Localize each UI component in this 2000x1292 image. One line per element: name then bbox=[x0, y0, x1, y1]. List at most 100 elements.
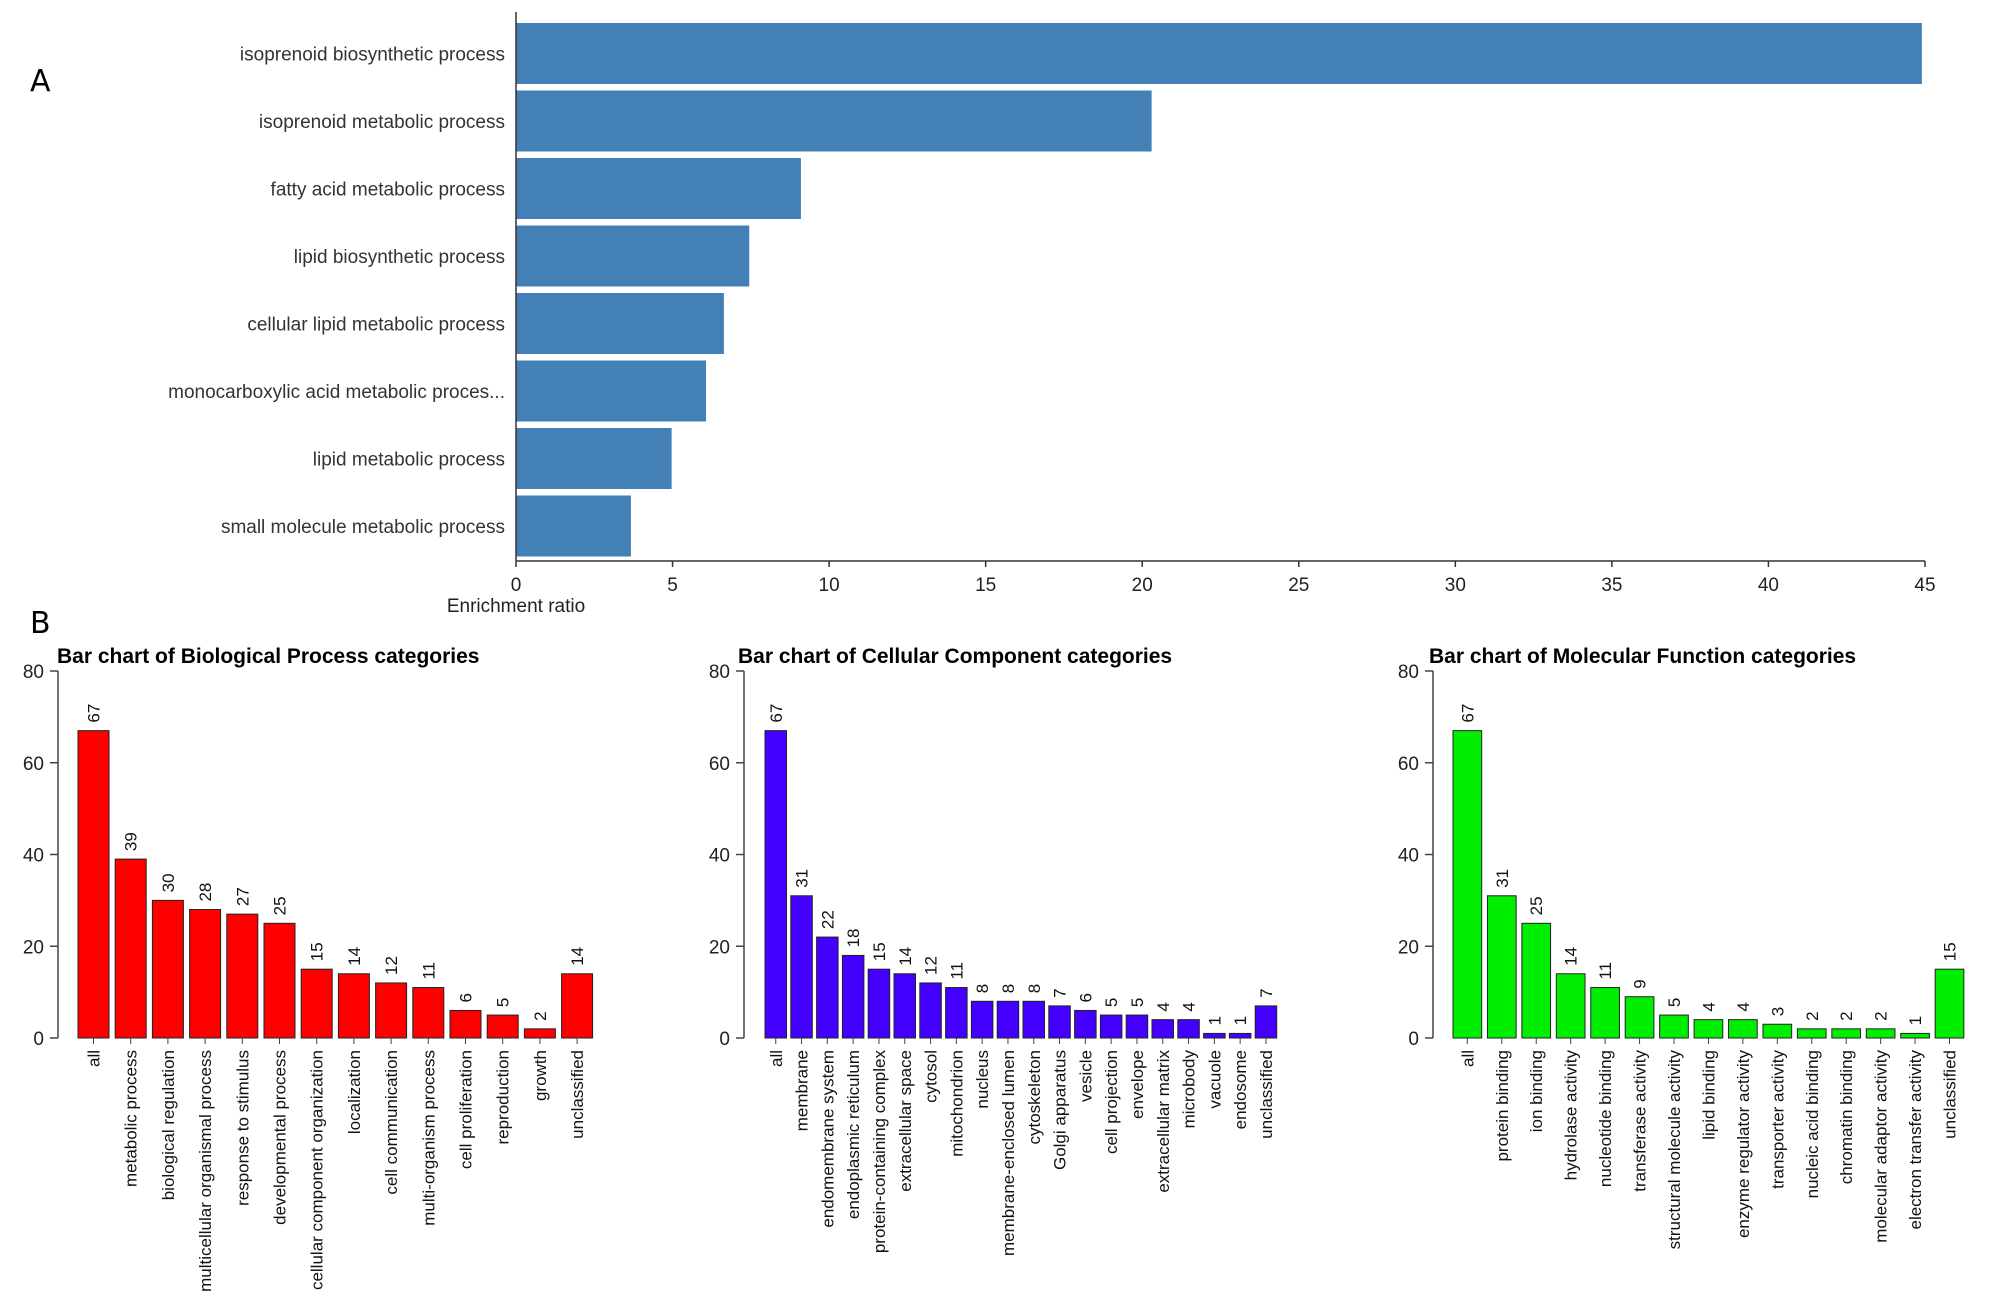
category-bar bbox=[1555, 973, 1586, 1039]
category-label: isoprenoid metabolic process bbox=[259, 112, 505, 133]
value-label: 4 bbox=[1154, 1002, 1173, 1011]
value-label: 8 bbox=[973, 984, 992, 993]
value-label: 12 bbox=[382, 956, 401, 975]
enrichment-bar-chart: isoprenoid biosynthetic process isoprenoi… bbox=[168, 12, 1936, 617]
category-bar bbox=[1048, 1005, 1071, 1039]
value-label: 67 bbox=[85, 704, 104, 723]
y-tick-label: 40 bbox=[1398, 846, 1419, 867]
category-bar bbox=[1228, 1032, 1252, 1039]
x-tick-label: 30 bbox=[1445, 575, 1466, 596]
value-label: 28 bbox=[196, 883, 215, 902]
category-label: all bbox=[85, 1050, 104, 1067]
value-label: 4 bbox=[1180, 1002, 1199, 1011]
value-label: 8 bbox=[999, 984, 1018, 993]
value-label: 1 bbox=[1231, 1016, 1250, 1025]
value-label: 22 bbox=[818, 910, 837, 929]
x-tick-label: 5 bbox=[667, 575, 678, 596]
category-label: lipid biosynthetic process bbox=[294, 247, 505, 268]
enrichment-bar bbox=[516, 360, 707, 422]
category-bar bbox=[151, 899, 184, 1039]
category-label: endomembrane system bbox=[818, 1050, 837, 1228]
category-label: nucleus bbox=[973, 1050, 992, 1109]
category-label: vacuole bbox=[1205, 1050, 1224, 1109]
value-label: 5 bbox=[1128, 998, 1147, 1007]
x-tick-label: 45 bbox=[1914, 575, 1935, 596]
enrichment-bar bbox=[516, 90, 1152, 152]
category-bar bbox=[1934, 968, 1965, 1039]
category-label: protein-containing complex bbox=[870, 1050, 889, 1254]
y-tick-label: 20 bbox=[23, 937, 44, 958]
value-label: 25 bbox=[271, 896, 290, 915]
value-label: 3 bbox=[1768, 1007, 1787, 1016]
category-label: cytosol bbox=[922, 1050, 941, 1103]
category-bar bbox=[1177, 1019, 1200, 1039]
enrichment-bar bbox=[516, 158, 801, 219]
category-bar bbox=[189, 909, 222, 1039]
category-label: unclassified bbox=[568, 1050, 587, 1139]
x-axis-title: Enrichment ratio bbox=[447, 596, 585, 617]
enrichment-bar bbox=[516, 495, 631, 557]
value-label: 39 bbox=[122, 832, 141, 851]
category-label: cell communication bbox=[382, 1050, 401, 1195]
category-label: cellular lipid metabolic process bbox=[247, 315, 505, 336]
value-label: 4 bbox=[1734, 1002, 1753, 1011]
category-bar bbox=[77, 730, 110, 1039]
category-label: transporter activity bbox=[1768, 1050, 1787, 1189]
value-label: 5 bbox=[1665, 998, 1684, 1007]
value-label: 12 bbox=[922, 956, 941, 975]
value-label: 15 bbox=[870, 942, 889, 961]
category-label: lipid binding bbox=[1699, 1050, 1718, 1140]
category-bar bbox=[337, 973, 370, 1039]
molecular-function-bar-chart: Bar chart of Molecular Function categori… bbox=[1398, 645, 1965, 1249]
enrichment-bar bbox=[516, 428, 672, 489]
category-label: unclassified bbox=[1257, 1050, 1276, 1139]
category-bar bbox=[1900, 1032, 1930, 1039]
category-label: isoprenoid biosynthetic process bbox=[240, 45, 505, 66]
value-label: 11 bbox=[419, 962, 438, 980]
category-bar bbox=[893, 973, 916, 1039]
category-label: all bbox=[767, 1050, 786, 1067]
enrichment-bar bbox=[516, 293, 724, 354]
y-tick-label: 0 bbox=[1408, 1029, 1419, 1050]
panel-label-b: B bbox=[30, 606, 51, 641]
enrichment-bar bbox=[516, 23, 1922, 84]
value-label: 15 bbox=[1941, 942, 1960, 961]
category-label: chromatin binding bbox=[1837, 1050, 1856, 1184]
category-label: lipid metabolic process bbox=[313, 450, 505, 471]
value-label: 67 bbox=[767, 704, 786, 723]
category-bar bbox=[1865, 1028, 1896, 1039]
y-tick-label: 60 bbox=[23, 754, 44, 775]
value-label: 5 bbox=[1102, 998, 1121, 1007]
y-tick-label: 60 bbox=[1398, 754, 1419, 775]
category-label: extracellular space bbox=[896, 1050, 915, 1192]
value-label: 2 bbox=[1872, 1011, 1891, 1020]
category-bar bbox=[412, 987, 445, 1039]
category-label: mitochondrion bbox=[947, 1050, 966, 1157]
panel-label-a: A bbox=[30, 64, 51, 99]
x-tick-label: 10 bbox=[819, 575, 840, 596]
category-label: reproduction bbox=[494, 1050, 513, 1145]
category-label: multicellular organismal process bbox=[196, 1050, 215, 1292]
value-label: 8 bbox=[1025, 984, 1044, 993]
category-label: endosome bbox=[1231, 1050, 1250, 1129]
category-bar bbox=[1022, 1000, 1045, 1039]
category-label: microbody bbox=[1180, 1050, 1199, 1129]
category-label: biological regulation bbox=[159, 1050, 178, 1200]
category-bar bbox=[449, 1009, 482, 1039]
value-label: 2 bbox=[531, 1011, 550, 1020]
category-bar bbox=[1590, 987, 1620, 1039]
value-label: 18 bbox=[844, 929, 863, 948]
value-label: 27 bbox=[233, 887, 252, 906]
value-label: 7 bbox=[1257, 988, 1276, 997]
category-bar bbox=[996, 1000, 1020, 1039]
category-label: growth bbox=[531, 1050, 550, 1101]
category-label: localization bbox=[345, 1050, 364, 1134]
category-label: electron transfer activity bbox=[1906, 1050, 1925, 1230]
category-label: ion binding bbox=[1527, 1050, 1546, 1132]
category-bar bbox=[1125, 1014, 1149, 1039]
category-bar bbox=[1659, 1014, 1689, 1039]
category-bar bbox=[764, 730, 787, 1039]
value-label: 15 bbox=[308, 942, 327, 961]
value-label: 67 bbox=[1458, 704, 1477, 723]
